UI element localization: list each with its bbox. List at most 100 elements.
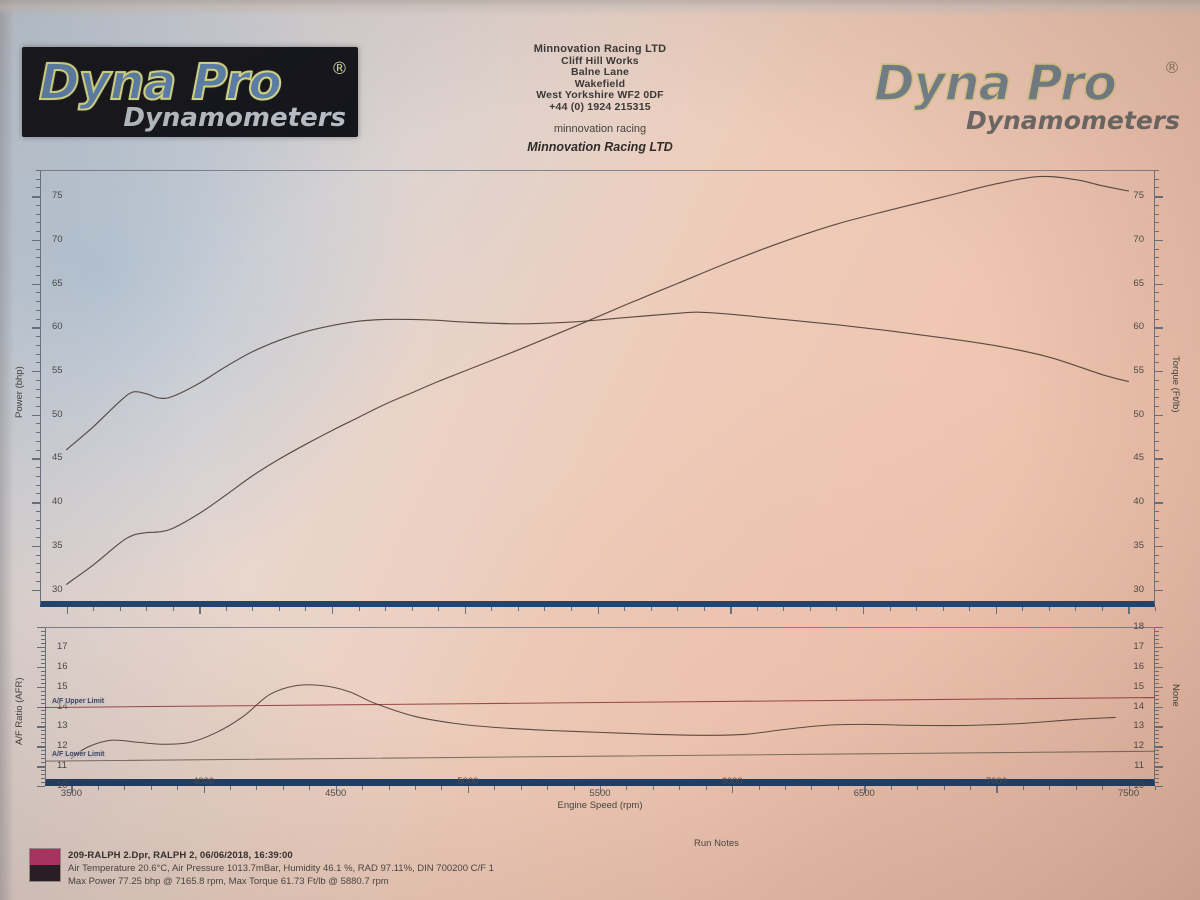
- x-minor-tick: [415, 786, 416, 790]
- x-minor-tick: [758, 786, 760, 790]
- x-minor-tick: [916, 607, 918, 611]
- y-minor-tick: [41, 738, 45, 740]
- y-minor-tick: [41, 750, 45, 752]
- power-torque-curves: [65, 175, 1130, 585]
- x-minor-tick: [1075, 786, 1077, 790]
- y2-tick-label: 50: [52, 408, 63, 420]
- y-minor-tick: [36, 572, 40, 574]
- y-minor-tick: [1155, 510, 1159, 512]
- x-minor-tick: [1155, 607, 1156, 611]
- y-minor-tick: [41, 734, 45, 736]
- paper-top-edge: [0, 0, 1200, 16]
- address-line-4: West Yorkshire WF2 0DF: [536, 89, 664, 102]
- y-minor-tick: [41, 762, 45, 764]
- x-minor-tick: [809, 607, 811, 611]
- y-tick: [32, 239, 40, 242]
- y-minor-tick: [1155, 467, 1159, 469]
- y-minor-tick: [1155, 248, 1159, 250]
- y2-tick-label: 17: [57, 640, 68, 652]
- y-minor-tick: [1155, 642, 1159, 644]
- y-tick: [32, 283, 40, 285]
- y-minor-tick: [1155, 493, 1159, 495]
- x-tick-label: 3500: [60, 788, 82, 799]
- series-a-f-lower-limit: [45, 750, 1155, 762]
- y-minor-tick: [1155, 698, 1159, 700]
- afr-upper-limit-label: A/F Upper Limit: [51, 697, 106, 705]
- x-minor-tick: [252, 607, 254, 611]
- y-minor-tick: [36, 475, 40, 477]
- y2-tick-label: 14: [57, 700, 68, 712]
- y-minor-tick: [36, 336, 40, 338]
- series-torque-ft-lb: [65, 311, 1130, 451]
- y-tick-label: 65: [1133, 277, 1144, 289]
- x-minor-tick: [97, 786, 99, 790]
- y-minor-tick: [36, 257, 40, 259]
- y-tick: [32, 545, 40, 548]
- y-tick: [1155, 746, 1163, 748]
- plot-area: [45, 627, 1155, 786]
- afr-lower-limit-label: A/F Lower Limit: [51, 751, 106, 759]
- y-minor-tick: [1155, 405, 1159, 407]
- x-minor-tick: [1049, 786, 1051, 790]
- x-minor-tick: [494, 786, 496, 790]
- y-minor-tick: [1155, 674, 1159, 676]
- y-minor-tick: [36, 388, 40, 390]
- x-minor-tick: [441, 786, 443, 790]
- y-minor-tick: [1155, 678, 1159, 680]
- y-minor-tick: [1155, 714, 1159, 716]
- y-minor-tick: [1155, 774, 1159, 776]
- y-tick: [1155, 414, 1163, 417]
- y-minor-tick: [1155, 344, 1159, 346]
- x-tick-label: 5500: [589, 788, 611, 799]
- y-minor-tick: [1155, 475, 1159, 477]
- y-minor-tick: [1155, 702, 1159, 704]
- y-minor-tick: [41, 758, 45, 760]
- y-tick: [32, 327, 40, 329]
- x-tick: [730, 607, 732, 614]
- y-minor-tick: [36, 266, 40, 268]
- y-tick: [1155, 589, 1163, 591]
- y-tick: [32, 371, 40, 373]
- y-minor-tick: [36, 528, 40, 530]
- y2-tick-label: 11: [57, 760, 67, 772]
- x-tick-label: 6500: [853, 788, 875, 799]
- address-line-2: Balne Lane: [570, 66, 630, 79]
- y-minor-tick: [1155, 770, 1159, 772]
- y-minor-tick: [41, 710, 45, 712]
- y-tick: [37, 706, 45, 708]
- y-minor-tick: [36, 362, 40, 364]
- y-minor-tick: [1155, 778, 1159, 780]
- x-tick: [1128, 607, 1130, 614]
- y-tick: [1155, 283, 1163, 285]
- y-minor-tick: [1155, 449, 1159, 451]
- y-tick: [37, 746, 45, 748]
- y-minor-tick: [36, 493, 40, 495]
- y-minor-tick: [41, 642, 45, 644]
- y-minor-tick: [1155, 187, 1159, 189]
- y-minor-tick: [36, 537, 40, 539]
- x-tick: [332, 607, 334, 614]
- y-tick: [1155, 458, 1163, 460]
- y-tick: [37, 666, 45, 669]
- y2-tick-label: 65: [52, 277, 63, 289]
- ambient-conditions-line: Air Temperature 20.6°C, Air Pressure 101…: [68, 863, 494, 874]
- chart-frame: [45, 627, 1155, 786]
- website-label: minnovation racing: [553, 122, 647, 135]
- y-minor-tick: [1155, 682, 1159, 684]
- y-minor-tick: [1155, 528, 1159, 530]
- y-minor-tick: [41, 770, 45, 772]
- y-minor-tick: [1155, 670, 1159, 672]
- y-minor-tick: [1155, 178, 1159, 180]
- y-minor-tick: [1155, 231, 1159, 233]
- y-tick: [1155, 371, 1163, 373]
- y-minor-tick: [1155, 630, 1159, 632]
- y-tick: [1155, 766, 1163, 768]
- x-minor-tick: [570, 607, 572, 611]
- y-minor-tick: [36, 318, 40, 320]
- x-tick: [862, 607, 865, 614]
- y-minor-tick: [1155, 563, 1159, 565]
- chart-frame: [40, 170, 1155, 607]
- x-minor-tick: [1155, 786, 1156, 790]
- y-minor-tick: [1155, 519, 1159, 521]
